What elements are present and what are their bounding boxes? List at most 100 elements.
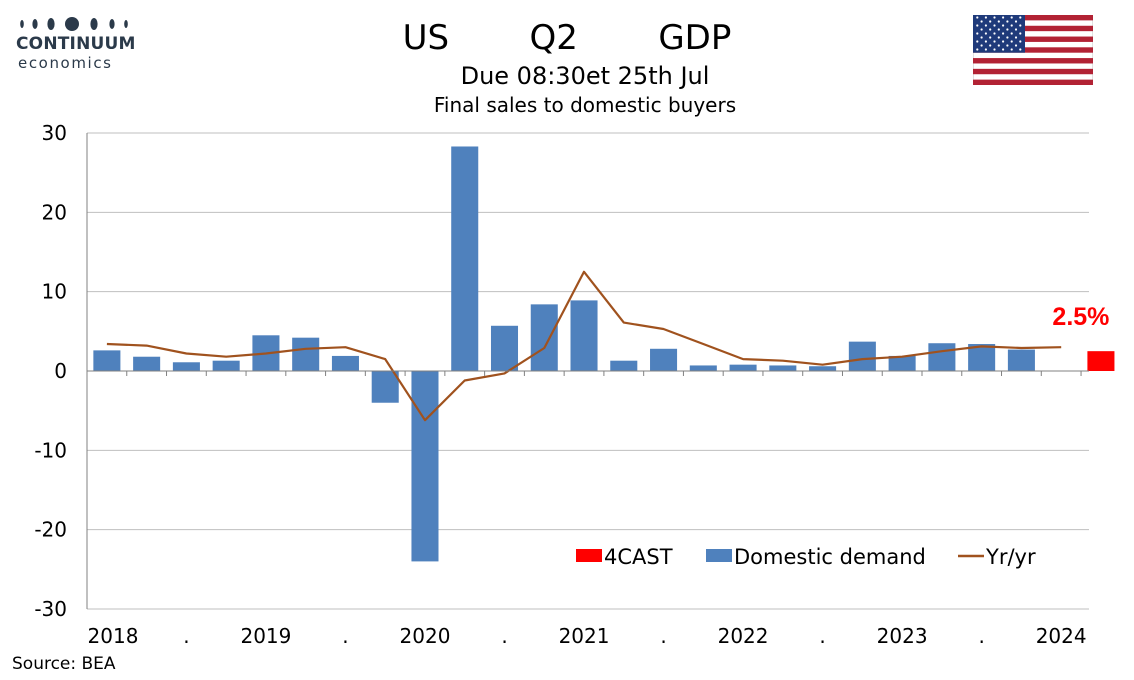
x-axis-ticks: 2018. 2019. 2020. 2021. 2022. 2023. 2024 [88,624,1087,648]
flag-star [993,32,996,35]
flag-star [1006,28,1009,31]
domestic-demand-bar [133,356,161,371]
flag-star [980,36,983,39]
y-tick-label: -20 [34,518,67,542]
yoy-line [106,270,1062,422]
y-tick-label: -30 [34,597,67,621]
flag-star [1002,48,1005,51]
us-flag-icon [973,15,1093,85]
annotations: 2.5% [1052,303,1109,331]
forecast-label: 2.5% [1052,303,1109,331]
domestic-demand-bar [729,364,757,371]
flag-star [1014,20,1018,23]
flag-star [1006,20,1009,23]
flag-star [993,24,996,27]
flag-star [976,48,979,51]
domestic-demand-bar [570,300,598,371]
x-tick-label: 2021 [559,624,610,648]
domestic-demand-bar [888,355,916,371]
x-tick-label: . [978,624,984,648]
x-tick-label: . [183,624,189,648]
y-axis-ticks: 30 20 10 0 -10 -20 -30 [34,121,67,621]
flag-star [997,44,1000,47]
flag-stripe [973,79,1093,85]
flag-star [993,16,996,19]
flag-star [984,32,987,35]
flag-star [980,44,983,47]
axes [86,133,1089,609]
flag-star [1014,44,1018,47]
domestic-demand-bar [490,325,519,371]
y-tick-label: -10 [34,438,67,462]
flag-stripe [973,25,1093,32]
chart-subtitle: Due 08:30et 25th Jul [460,62,710,90]
logo-subtitle: economics [18,54,113,72]
flag-stripe [973,58,1093,64]
domestic-demand-bar [650,348,678,371]
y-tick-label: 30 [42,121,67,145]
flag-star [1019,32,1022,35]
flag-stripe [973,36,1093,42]
x-tick-label: 2018 [88,624,139,648]
flag-star [1019,40,1022,43]
flag-star [1010,40,1013,43]
flag-star [997,28,1000,31]
logo-name: CONTINUUM [16,34,136,54]
flag-star [984,40,987,43]
legend-4cast-label: 4CAST [604,545,673,569]
flag-star [1019,24,1022,27]
domestic-demand-bar [292,337,320,371]
domestic-demand-bar [769,365,797,371]
chart-subtitle-2: Final sales to domestic buyers [433,93,737,117]
domestic-demand-bar [371,371,399,403]
flag-star [980,20,983,23]
flag-star [1006,44,1009,47]
bars [93,146,1115,562]
x-tick-label: 2022 [718,624,769,648]
flag-star [1019,16,1022,19]
x-tick-label: . [660,624,666,648]
forecast-bar [1087,351,1115,371]
flag-star [1014,28,1018,31]
x-tick-label: 2024 [1036,624,1087,648]
domestic-demand-bar [610,360,638,371]
x-tick-label: 2020 [400,624,451,648]
domestic-demand-bar [172,362,200,371]
flag-star [976,24,979,27]
continuum-logo: CONTINUUM economics [14,14,136,76]
domestic-demand-bar [451,146,479,371]
logo-dots-icon [20,17,128,31]
flag-star [984,16,987,19]
x-tick-label: . [342,624,348,648]
y-tick-label: 0 [54,359,67,383]
flag-star [984,24,987,27]
domestic-demand-bar [1007,349,1035,371]
domestic-demand-bar [331,355,359,371]
flag-star [1002,32,1005,35]
flag-star [1014,36,1018,39]
flag-stripe [973,68,1093,75]
flag-star [984,48,987,51]
legend-domestic-swatch [706,549,732,562]
flag-star [976,40,979,43]
y-tick-label: 20 [42,200,67,224]
chart-title: US Q2 GDP [402,18,732,58]
flag-star [1002,40,1005,43]
legend-yoy-label: Yr/yr [985,545,1036,569]
flag-star [997,20,1000,23]
domestic-demand-bar [689,365,717,371]
y-tick-label: 10 [42,280,67,304]
legend-domestic-label: Domestic demand [734,545,926,569]
flag-star [1019,48,1022,51]
x-tick-label: 2023 [877,624,928,648]
domestic-demand-bar [212,360,240,371]
legend: 4CAST Domestic demand Yr/yr [576,545,1036,569]
flag-stripe [973,15,1093,21]
domestic-demand-bar [93,350,121,371]
flag-star [1010,48,1013,51]
domestic-demand-bar [928,343,956,371]
flag-star [1002,24,1005,27]
flag-star [997,36,1000,39]
flag-star [989,20,992,23]
domestic-demand-bar [848,341,876,371]
